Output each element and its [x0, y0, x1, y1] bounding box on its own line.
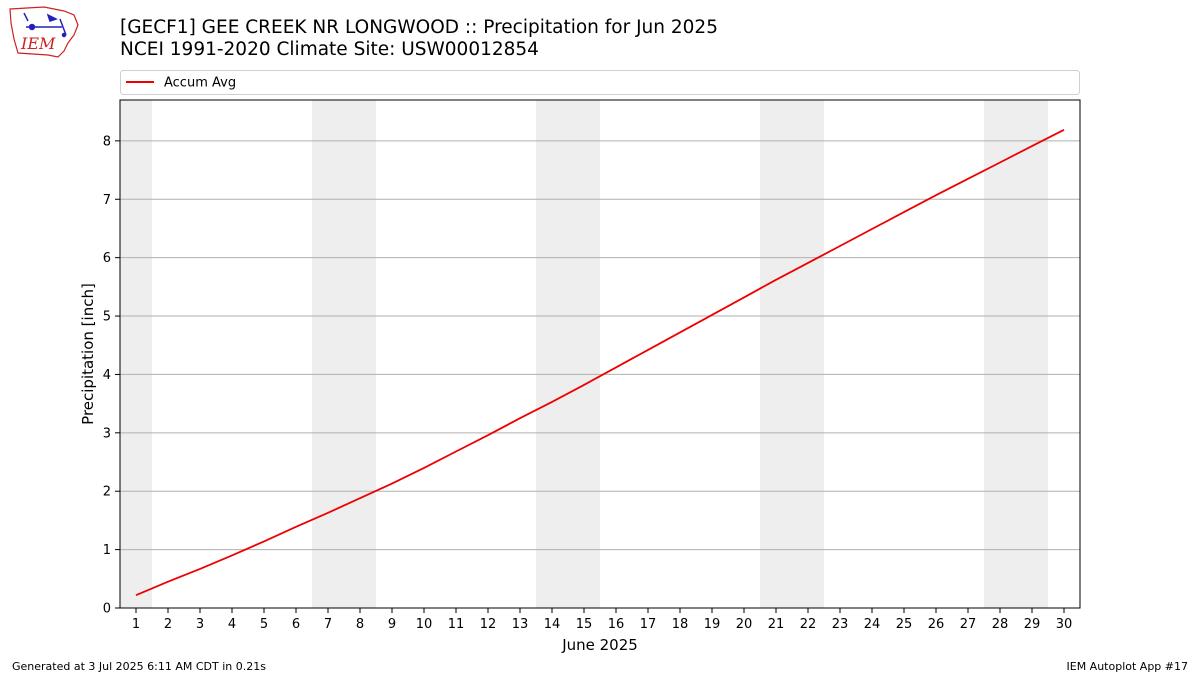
y-tick-label: 8 — [103, 134, 111, 149]
x-tick-label: 4 — [228, 617, 236, 632]
x-tick-label: 12 — [480, 617, 497, 632]
x-tick-label: 27 — [960, 617, 977, 632]
x-tick-label: 16 — [608, 617, 625, 632]
x-tick-label: 21 — [768, 617, 785, 632]
x-tick-label: 14 — [544, 617, 561, 632]
weekend-band — [760, 100, 792, 608]
weekend-band — [344, 100, 376, 608]
x-tick-label: 1 — [132, 617, 140, 632]
x-tick-label: 11 — [448, 617, 465, 632]
y-tick-label: 6 — [103, 251, 111, 266]
chart-title: [GECF1] GEE CREEK NR LONGWOOD :: Precipi… — [120, 17, 718, 38]
x-tick-label: 19 — [704, 617, 721, 632]
iem-logo — [9, 6, 79, 58]
x-tick-label: 3 — [196, 617, 204, 632]
x-tick-label: 30 — [1056, 617, 1073, 632]
y-axis-label: Precipitation [inch] — [79, 283, 97, 425]
x-tick-label: 6 — [292, 617, 300, 632]
plot-frame — [119, 99, 1081, 609]
y-tick-label: 5 — [103, 310, 111, 325]
y-tick-label: 0 — [103, 602, 111, 617]
x-tick-label: 23 — [832, 617, 849, 632]
x-tick-label: 28 — [992, 617, 1009, 632]
x-tick-label: 17 — [640, 617, 657, 632]
weekend-band — [792, 100, 824, 608]
legend-box — [120, 70, 1080, 95]
x-tick-label: 2 — [164, 617, 172, 632]
legend: Accum Avg — [120, 70, 1080, 95]
generated-timestamp: Generated at 3 Jul 2025 6:11 AM CDT in 0… — [12, 660, 266, 673]
x-tick-label: 10 — [416, 617, 433, 632]
x-tick-label: 13 — [512, 617, 529, 632]
y-tick-label: 2 — [103, 485, 111, 500]
logo-text: IEM — [21, 34, 56, 53]
x-tick-label: 8 — [356, 617, 364, 632]
y-tick-label: 3 — [103, 426, 111, 441]
x-tick-label: 22 — [800, 617, 817, 632]
chart-subtitle: NCEI 1991-2020 Climate Site: USW00012854 — [120, 39, 539, 60]
weekend-band — [312, 100, 344, 608]
x-tick-label: 24 — [864, 617, 881, 632]
app-credit: IEM Autoplot App #17 — [1066, 660, 1189, 673]
x-tick-label: 18 — [672, 617, 689, 632]
x-tick-label: 9 — [388, 617, 396, 632]
x-tick-label: 15 — [576, 617, 593, 632]
legend-label: Accum Avg — [164, 76, 236, 91]
series-lines — [135, 128, 1065, 597]
x-tick-label: 20 — [736, 617, 753, 632]
x-tick-label: 7 — [324, 617, 332, 632]
y-axis-ticks: 0 1 2 3 4 5 6 7 8 — [103, 134, 120, 617]
y-tick-label: 1 — [103, 543, 111, 558]
x-tick-label: 29 — [1024, 617, 1041, 632]
x-tick-label: 25 — [896, 617, 913, 632]
y-tick-label: 7 — [103, 193, 111, 208]
weekend-band — [1016, 100, 1048, 608]
weekend-band — [536, 100, 568, 608]
weekend-bands — [120, 100, 1048, 608]
weekend-band — [984, 100, 1016, 608]
x-axis-label: June 2025 — [561, 636, 638, 654]
y-tick-label: 4 — [103, 368, 111, 383]
weekend-band — [120, 100, 152, 608]
x-axis-ticks: 1 2 3 4 5 6 7 8 9 10 11 12 13 14 15 16 17 18 19 20 21 22 23 24 2… — [132, 608, 1072, 632]
x-tick-label: 5 — [260, 617, 268, 632]
weekend-band — [568, 100, 600, 608]
series-line-accum-avg — [135, 128, 1065, 597]
x-tick-label: 26 — [928, 617, 945, 632]
